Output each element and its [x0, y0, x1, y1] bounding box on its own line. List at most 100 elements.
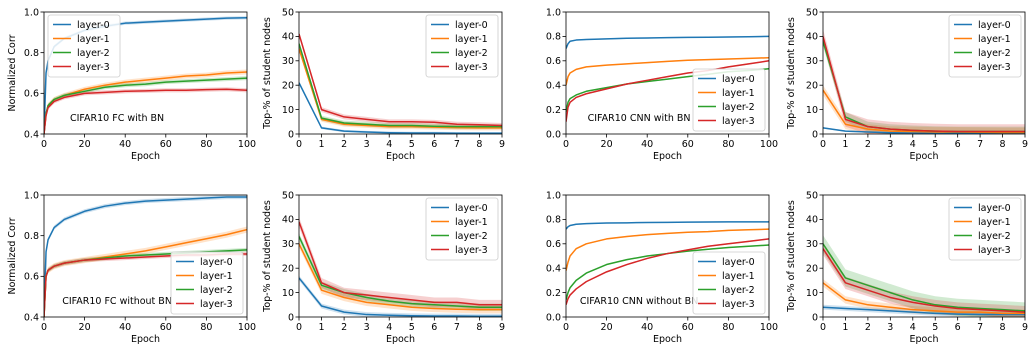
y-tick-label: 0.8: [24, 231, 39, 242]
x-tick-label: 9: [1022, 322, 1028, 333]
chart-1: 0 1 2 3 4 5 6 7 8 9 0 10 20 30 40 50 Epoch Top-% of stude…: [262, 7, 505, 162]
legend: layer-0 layer-1 layer-2 layer-3: [47, 14, 121, 78]
series-line-layer-1: [299, 48, 502, 129]
plot-area: [566, 221, 769, 306]
series-line-layer-0: [44, 196, 247, 317]
series-band-layer-1: [823, 279, 1025, 317]
axes-frame: [43, 11, 248, 135]
x-axis-label: Epoch: [131, 334, 160, 345]
x-axis-label: Epoch: [909, 334, 938, 345]
legend-label-layer-0: layer-0: [978, 20, 1011, 31]
y-tick-label: 30: [282, 239, 294, 250]
x-tick-label: 20: [79, 322, 91, 333]
y-tick-label: 30: [282, 56, 294, 67]
plot-area: [299, 31, 502, 134]
y-tick-label: 0.4: [546, 81, 561, 92]
y-tick-label: 0.6: [546, 56, 561, 67]
chart-6: 0 20 40 60 80 100 0.0 0.2 0.4 0.6 0.8 1.0 Epoch CIFAR…: [546, 190, 778, 345]
x-tick-label: 8: [1000, 139, 1006, 150]
legend-label-layer-1: layer-1: [978, 217, 1011, 228]
series-line-layer-3: [44, 88, 247, 134]
x-tick-label: 100: [760, 322, 778, 333]
x-tick-label: 5: [409, 139, 415, 150]
series-line-layer-3: [566, 238, 769, 306]
x-tick-label: 40: [119, 139, 131, 150]
legend-label-layer-3: layer-3: [978, 245, 1011, 256]
y-tick-label: 50: [282, 7, 294, 18]
legend-label-layer-0: layer-0: [200, 257, 233, 268]
x-tick-label: 4: [910, 139, 916, 150]
x-tick-label: 7: [454, 139, 460, 150]
chart-5: 0 1 2 3 4 5 6 7 8 9 0 10 20 30 40 50 Epoch Top-% of stude…: [262, 190, 505, 345]
y-tick-label: 1.0: [546, 7, 561, 18]
x-tick-label: 0: [563, 322, 569, 333]
y-tick-label: 0.8: [546, 215, 561, 226]
y-tick-label: 0.6: [24, 272, 39, 283]
x-tick-label: 0: [820, 139, 826, 150]
series-band-layer-1: [823, 85, 1025, 134]
y-axis-label: Top-% of student nodes: [786, 200, 797, 313]
plot-area: [823, 29, 1025, 134]
y-tick-label: 0.8: [546, 32, 561, 43]
legend-label-layer-2: layer-2: [455, 231, 488, 242]
x-tick-label: 3: [887, 322, 893, 333]
y-tick-label: 0.6: [546, 239, 561, 250]
axes-frame: [565, 11, 770, 135]
x-tick-label: 7: [454, 322, 460, 333]
x-tick-label: 0: [820, 322, 826, 333]
series-line-layer-2: [299, 43, 502, 128]
legend-label-layer-1: layer-1: [722, 271, 755, 282]
legend: layer-0 layer-1 layer-2 layer-3: [170, 251, 244, 315]
y-tick-label: 0: [812, 129, 818, 140]
legend-label-layer-3: layer-3: [200, 299, 233, 310]
x-tick-label: 2: [341, 139, 347, 150]
x-tick-label: 20: [79, 139, 91, 150]
x-tick-label: 6: [955, 322, 961, 333]
series-line-layer-2: [823, 243, 1025, 312]
chart-0: 0 20 40 60 80 100 0.4 0.6 0.8 1.0 Epoch Normalized …: [7, 7, 256, 162]
y-tick-label: 40: [806, 215, 818, 226]
x-tick-label: 7: [977, 139, 983, 150]
x-tick-label: 80: [200, 322, 212, 333]
y-tick-label: 10: [806, 288, 818, 299]
chart-annotation: CIFAR10 FC without BN: [62, 296, 172, 307]
legend-label-layer-3: layer-3: [722, 299, 755, 310]
x-tick-label: 0: [41, 139, 47, 150]
x-tick-label: 2: [341, 322, 347, 333]
x-axis-label: Epoch: [909, 151, 938, 162]
y-tick-label: 0: [288, 312, 294, 323]
legend: layer-0 layer-1 layer-2 layer-3: [425, 197, 499, 261]
y-tick-label: 50: [806, 7, 818, 18]
y-tick-label: 40: [282, 215, 294, 226]
legend-box: [948, 197, 1022, 261]
y-tick-label: 1.0: [24, 7, 39, 18]
y-tick-label: 10: [806, 105, 818, 116]
y-tick-label: 0: [812, 312, 818, 323]
legend: layer-0 layer-1 layer-2 layer-3: [692, 68, 766, 132]
series-band-layer-3: [299, 216, 502, 310]
x-tick-label: 20: [601, 139, 613, 150]
y-tick-label: 0.2: [546, 105, 561, 116]
legend: layer-0 layer-1 layer-2 layer-3: [948, 14, 1022, 78]
legend-box: [692, 251, 766, 315]
chart-annotation: CIFAR10 CNN without BN: [580, 296, 698, 307]
y-tick-label: 0.2: [546, 288, 561, 299]
y-tick-label: 40: [282, 32, 294, 43]
series-line-layer-1: [566, 228, 769, 271]
x-axis-label: Epoch: [386, 151, 415, 162]
x-tick-label: 9: [1022, 139, 1028, 150]
x-tick-label: 5: [932, 322, 938, 333]
series-band-layer-2: [299, 232, 502, 311]
x-tick-label: 2: [865, 139, 871, 150]
y-tick-label: 20: [806, 81, 818, 92]
legend-label-layer-1: layer-1: [200, 271, 233, 282]
x-tick-label: 3: [364, 139, 370, 150]
x-tick-label: 1: [319, 322, 325, 333]
legend-label-layer-0: layer-0: [978, 203, 1011, 214]
y-tick-label: 40: [806, 32, 818, 43]
series-band-layer-1: [44, 69, 247, 134]
y-tick-label: 10: [282, 105, 294, 116]
series-line-layer-3: [823, 248, 1025, 313]
series-line-layer-1: [823, 89, 1025, 134]
series-band-layer-1: [44, 226, 247, 317]
